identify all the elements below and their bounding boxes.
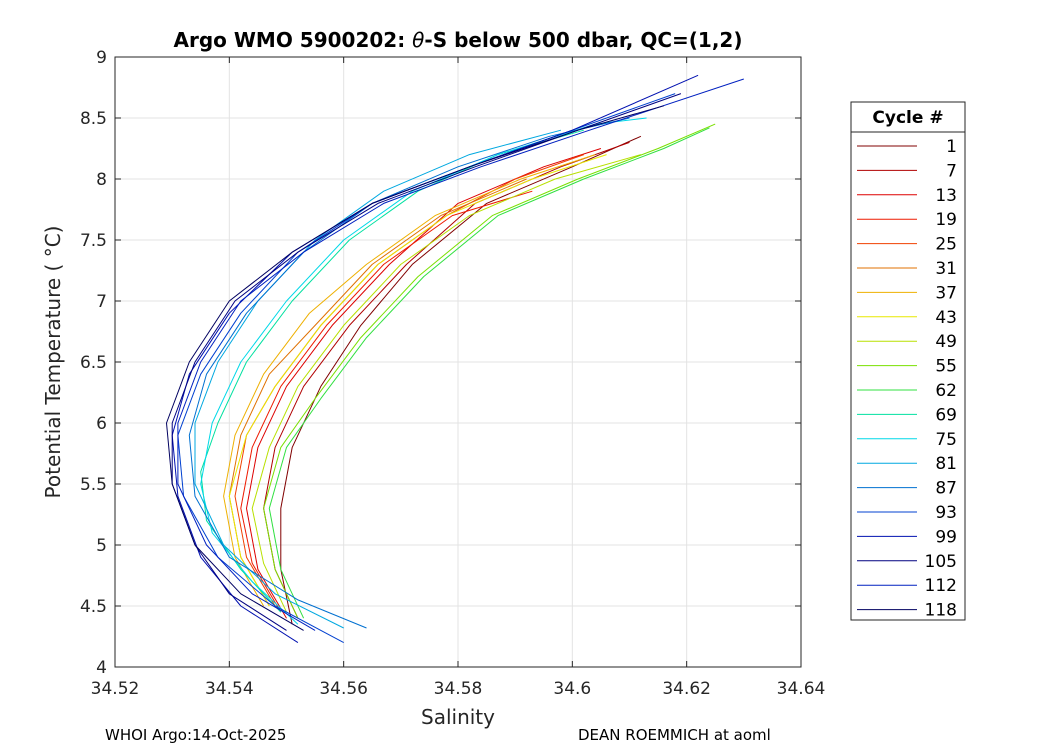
footer-left: WHOI Argo:14-Oct-2025: [105, 726, 287, 744]
y-axis-ticks: 4 4.5 5 5.5 6 6.5 7 7.5 8 8.5 9: [80, 48, 801, 678]
legend-label: 62: [935, 381, 957, 401]
y-tick-label: 9: [96, 48, 107, 68]
series-line-cycle-49: [251, 154, 642, 613]
legend-label: 37: [935, 283, 957, 303]
series-line-cycle-25: [234, 154, 584, 607]
series-line-cycle-43: [228, 154, 607, 607]
series-line-cycle-31: [228, 178, 527, 607]
series-line-cycle-37: [223, 154, 596, 607]
x-tick-label: 34.64: [777, 679, 826, 699]
legend-label: 112: [925, 576, 957, 596]
legend-label: 43: [935, 308, 957, 328]
series-line-cycle-105: [171, 93, 682, 631]
series-line-cycle-75: [200, 117, 647, 625]
x-axis-ticks: 34.52 34.54 34.56 34.58 34.6 34.62 34.64: [91, 57, 826, 699]
series-line-cycle-112: [177, 78, 744, 631]
legend-box: [850, 101, 966, 621]
y-tick-label: 6.5: [80, 353, 107, 373]
y-tick-label: 8: [96, 170, 107, 190]
legend: Cycle # 1 7 13 19 25 31 37 43 49 55 62 69 75 81 87 93 99…: [850, 101, 966, 621]
legend-label: 7: [946, 161, 957, 181]
legend-label: 55: [935, 357, 957, 377]
series-line-cycle-93: [177, 93, 676, 644]
y-tick-label: 8.5: [80, 109, 107, 129]
series-line-cycle-87: [188, 117, 630, 629]
legend-items: 1 7 13 19 25 31 37 43 49 55 62 69 75 81 87 93 99 105 112 11…: [857, 137, 957, 621]
legend-label: 105: [925, 552, 957, 572]
series-line-cycle-1: [280, 135, 642, 625]
y-tick-label: 7.5: [80, 231, 107, 251]
y-tick-label: 7: [96, 292, 107, 312]
legend-label: 81: [935, 454, 957, 474]
series-line-cycle-19: [240, 190, 533, 613]
x-tick-label: 34.56: [319, 679, 368, 699]
legend-label: 69: [935, 405, 957, 425]
y-tick-label: 4.5: [80, 597, 107, 617]
legend-label: 31: [935, 259, 957, 279]
chart-title: Argo WMO 5900202: θ-S below 500 dbar, QC…: [174, 28, 743, 52]
y-tick-label: 6: [96, 414, 107, 434]
series-line-cycle-13: [246, 148, 602, 619]
x-tick-label: 34.62: [662, 679, 711, 699]
legend-label: 99: [935, 527, 957, 547]
series-line-cycle-62: [268, 127, 710, 619]
legend-label: 93: [935, 503, 957, 523]
legend-label: 75: [935, 430, 957, 450]
legend-label: 19: [935, 210, 957, 230]
footer-right: DEAN ROEMMICH at aoml: [578, 726, 771, 744]
series-line-cycle-69: [200, 129, 584, 613]
series-lines: [166, 74, 744, 644]
x-tick-label: 34.58: [434, 679, 483, 699]
x-tick-label: 34.52: [91, 679, 140, 699]
legend-title: Cycle #: [872, 108, 943, 128]
series-line-cycle-55: [263, 123, 716, 619]
legend-label: 13: [935, 186, 957, 206]
x-tick-label: 34.54: [205, 679, 254, 699]
legend-label: 87: [935, 479, 957, 499]
y-axis-label: Potential Temperature ( °C): [41, 226, 65, 499]
x-axis-label: Salinity: [421, 705, 495, 729]
legend-label: 49: [935, 332, 957, 352]
legend-label: 25: [935, 235, 957, 255]
x-tick-label: 34.6: [553, 679, 591, 699]
series-line-cycle-118: [166, 105, 664, 631]
y-tick-label: 4: [96, 658, 107, 678]
series-line-cycle-81: [194, 129, 562, 629]
y-tick-label: 5: [96, 536, 107, 556]
legend-label: 1: [946, 137, 957, 157]
legend-label: 118: [925, 601, 957, 621]
y-tick-label: 5.5: [80, 475, 107, 495]
